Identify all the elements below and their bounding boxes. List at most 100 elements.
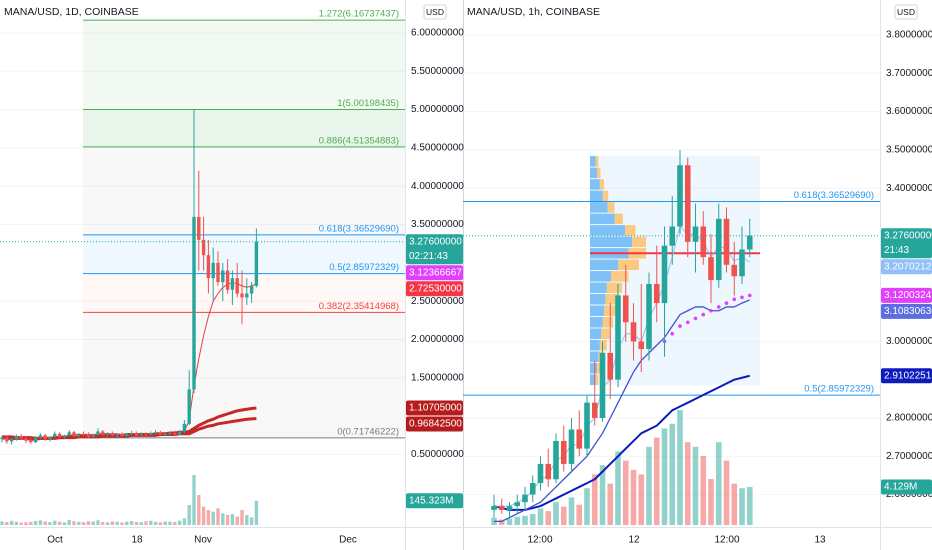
volume-bar (225, 515, 230, 525)
candle-body (746, 235, 753, 250)
candle-body (201, 239, 206, 256)
y-tick-label: 3.50000000 (411, 219, 464, 230)
volume-bar (5, 522, 9, 525)
y-tick-label: 2.50000000 (411, 296, 464, 307)
volume-bar (514, 516, 521, 525)
candle-body (173, 433, 177, 435)
price-badge (406, 265, 463, 281)
candle-body (134, 433, 139, 436)
fib-zone (83, 312, 405, 438)
candle-body (33, 437, 38, 443)
price-badge (881, 303, 932, 319)
candle-body (731, 264, 738, 277)
x-tick-label: Oct (47, 535, 63, 546)
price-badge-label: 2.91022515 (884, 370, 932, 381)
profile-up (590, 190, 603, 202)
profile-up (590, 167, 597, 179)
y-tick-label: 3.60000000 (886, 106, 932, 117)
candle-body (62, 435, 67, 437)
volume-bar (235, 516, 239, 525)
candle-body (700, 226, 707, 258)
x-tick-label: 18 (131, 535, 143, 546)
indicator-dot (716, 305, 721, 309)
profile-up (590, 271, 611, 282)
indicator-dot (747, 293, 752, 298)
volume-bar (576, 504, 583, 525)
candle-body (230, 278, 235, 290)
candle-body (38, 435, 43, 438)
volume-bar (144, 521, 148, 525)
volume-bar (120, 522, 124, 525)
volume-bar (72, 521, 76, 525)
volume-bar (568, 497, 575, 525)
candle-body (216, 262, 220, 283)
volume-bar (134, 522, 139, 525)
profile-down (632, 236, 646, 248)
candle-body (661, 245, 668, 304)
currency-label: USD (426, 7, 444, 17)
volume-bar (708, 479, 714, 525)
volume-bar (599, 465, 606, 525)
candle-body (120, 433, 124, 437)
candle-body (235, 278, 239, 294)
candle-body (615, 295, 621, 380)
volume-bar (33, 521, 38, 525)
y-tick-label: 4.50000000 (411, 143, 464, 154)
volume-bar (506, 518, 513, 525)
volume-bar (91, 521, 95, 525)
candle-body (77, 433, 81, 436)
candle-body (692, 226, 699, 242)
fib-label: 0.886(4.51354883) (319, 135, 399, 146)
price-badge-label: 2.72530000 (409, 283, 462, 294)
candle-body (67, 432, 71, 436)
candle-body (0, 437, 4, 440)
volume-bar (249, 517, 254, 525)
candle-body (144, 433, 148, 435)
volume-bar (498, 519, 505, 525)
price-badge (406, 400, 463, 416)
volume-bar (9, 520, 14, 525)
indicator-dot (670, 331, 675, 336)
candle-body (522, 494, 528, 503)
volume-bar (67, 520, 71, 525)
candle-body (498, 506, 505, 510)
price-badge-label: 3.12366667 (409, 267, 462, 278)
fib-label: 0.382(2.35414968) (319, 301, 399, 312)
volume-bar (153, 521, 158, 525)
volume-bar (746, 487, 753, 525)
price-badge-label: 0.96842500 (409, 419, 462, 430)
volume-bar (584, 488, 590, 525)
volume-bar (62, 522, 67, 525)
candle-body (537, 463, 544, 484)
profile-down (595, 156, 599, 167)
indicator-dot (678, 324, 682, 328)
chart-title: MANA/USD, 1D, COINBASE (4, 6, 139, 18)
candle-body (149, 433, 153, 435)
profile-down (599, 179, 604, 190)
candle-body (187, 389, 191, 424)
candle-body (129, 433, 134, 435)
fib-zone (83, 146, 405, 235)
volume-badge-label: 4.129M (884, 482, 917, 493)
volume-bar (110, 521, 115, 525)
candle-body (29, 440, 33, 443)
candle-body (81, 433, 86, 435)
indicator-dot (732, 297, 737, 302)
candle-body (240, 293, 244, 298)
fib-zone (83, 20, 405, 110)
y-tick-label: 2.60000000 (886, 489, 932, 500)
volume-badge (406, 493, 463, 509)
profile-down (602, 317, 614, 328)
candle-body (5, 437, 9, 442)
profile-up (590, 156, 596, 167)
volume-bar (96, 520, 100, 525)
x-tick-label: 13 (814, 535, 826, 546)
volume-bar (221, 513, 225, 525)
volume-bar (607, 483, 614, 525)
volume-bar (529, 513, 536, 525)
y-tick-label: 3.40000000 (886, 183, 932, 194)
volume-bar (125, 521, 129, 525)
